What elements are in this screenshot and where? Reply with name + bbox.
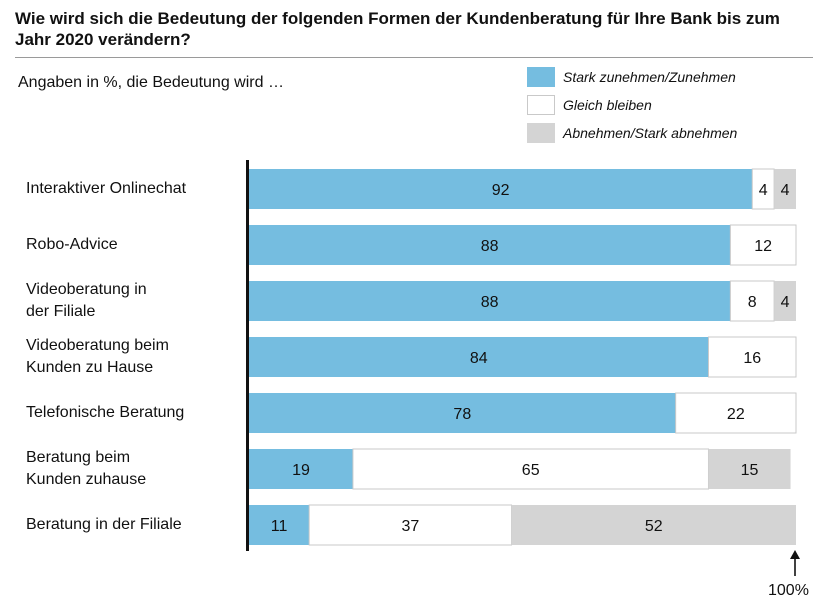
bar-segment-increase	[249, 449, 353, 489]
category-label-line: Videoberatung in	[26, 281, 147, 298]
category-label-line: Telefonische Beratung	[26, 404, 185, 421]
bar-segment-decrease	[511, 505, 796, 545]
category-label-line: Kunden zuhause	[26, 471, 147, 488]
bar-segment-same	[707, 336, 797, 378]
bar-segment-same	[675, 392, 797, 434]
bar-segment-increase	[249, 281, 731, 321]
chart-title: Wie wird sich die Bedeutung der folgende…	[15, 9, 780, 49]
data-label-decrease: 4	[781, 294, 790, 311]
data-label-decrease: 15	[741, 462, 759, 479]
legend-label-decrease: Abnehmen/Stark abnehmen	[563, 125, 738, 141]
data-label-decrease: 4	[781, 182, 790, 199]
bar-segment-decrease	[708, 449, 791, 489]
legend-label-increase: Stark zunehmen/Zunehmen	[563, 69, 736, 85]
bar-segment-same	[352, 448, 709, 490]
category-label-line: der Filiale	[26, 303, 96, 320]
bar-segment-increase	[249, 393, 676, 433]
data-label-decrease: 52	[645, 518, 663, 535]
bar-segment-decrease	[774, 281, 796, 321]
data-label-same: 16	[743, 350, 761, 367]
data-label-increase: 78	[453, 406, 471, 423]
bar-segment-increase	[249, 225, 731, 265]
legend-swatch-decrease	[527, 123, 555, 143]
category-label-line: Videoberatung beim	[26, 337, 169, 354]
category-label: Interaktiver Onlinechat	[26, 178, 241, 200]
data-label-increase: 19	[292, 462, 310, 479]
category-label: Robo-Advice	[26, 234, 241, 256]
legend-swatch-same	[527, 95, 555, 115]
up-arrow-icon	[790, 550, 800, 576]
legend-swatch-increase	[527, 67, 555, 87]
data-label-same: 4	[759, 182, 768, 199]
end-marker-label: 100%	[768, 582, 809, 599]
data-label-increase: 84	[470, 350, 488, 367]
title-divider	[15, 57, 813, 58]
bar-segment-increase	[249, 505, 310, 545]
bar-segment-same	[729, 280, 775, 322]
category-label-line: Robo-Advice	[26, 236, 118, 253]
bar-segment-same	[729, 224, 797, 266]
data-label-same: 37	[401, 518, 419, 535]
data-label-same: 12	[754, 238, 772, 255]
data-label-increase: 11	[271, 518, 288, 535]
category-label: Beratung in der Filiale	[26, 514, 241, 536]
category-label: Videoberatung beim Kunden zu Hause	[26, 335, 241, 379]
category-label: Beratung beim Kunden zuhause	[26, 447, 241, 491]
data-label-same: 22	[727, 406, 745, 423]
legend-label-same: Gleich bleiben	[563, 97, 652, 113]
bar-segment-increase	[249, 169, 753, 209]
y-axis-line	[246, 160, 249, 551]
data-label-increase: 88	[481, 238, 499, 255]
category-label: Videoberatung in der Filiale	[26, 279, 241, 323]
data-label-same: 65	[522, 462, 540, 479]
category-label-line: Beratung beim	[26, 449, 131, 466]
category-label-line: Kunden zu Hause	[26, 359, 154, 376]
data-label-increase: 88	[481, 294, 499, 311]
bar-segment-decrease	[774, 169, 796, 209]
data-label-increase: 92	[492, 182, 510, 199]
category-label: Telefonische Beratung	[26, 402, 241, 424]
bar-segment-increase	[249, 337, 709, 377]
data-label-same: 8	[748, 294, 757, 311]
category-label-line: Interaktiver Onlinechat	[26, 180, 187, 197]
chart-subtitle: Angaben in %, die Bedeutung wird …	[18, 74, 284, 91]
category-label-line: Beratung in der Filiale	[26, 516, 182, 533]
